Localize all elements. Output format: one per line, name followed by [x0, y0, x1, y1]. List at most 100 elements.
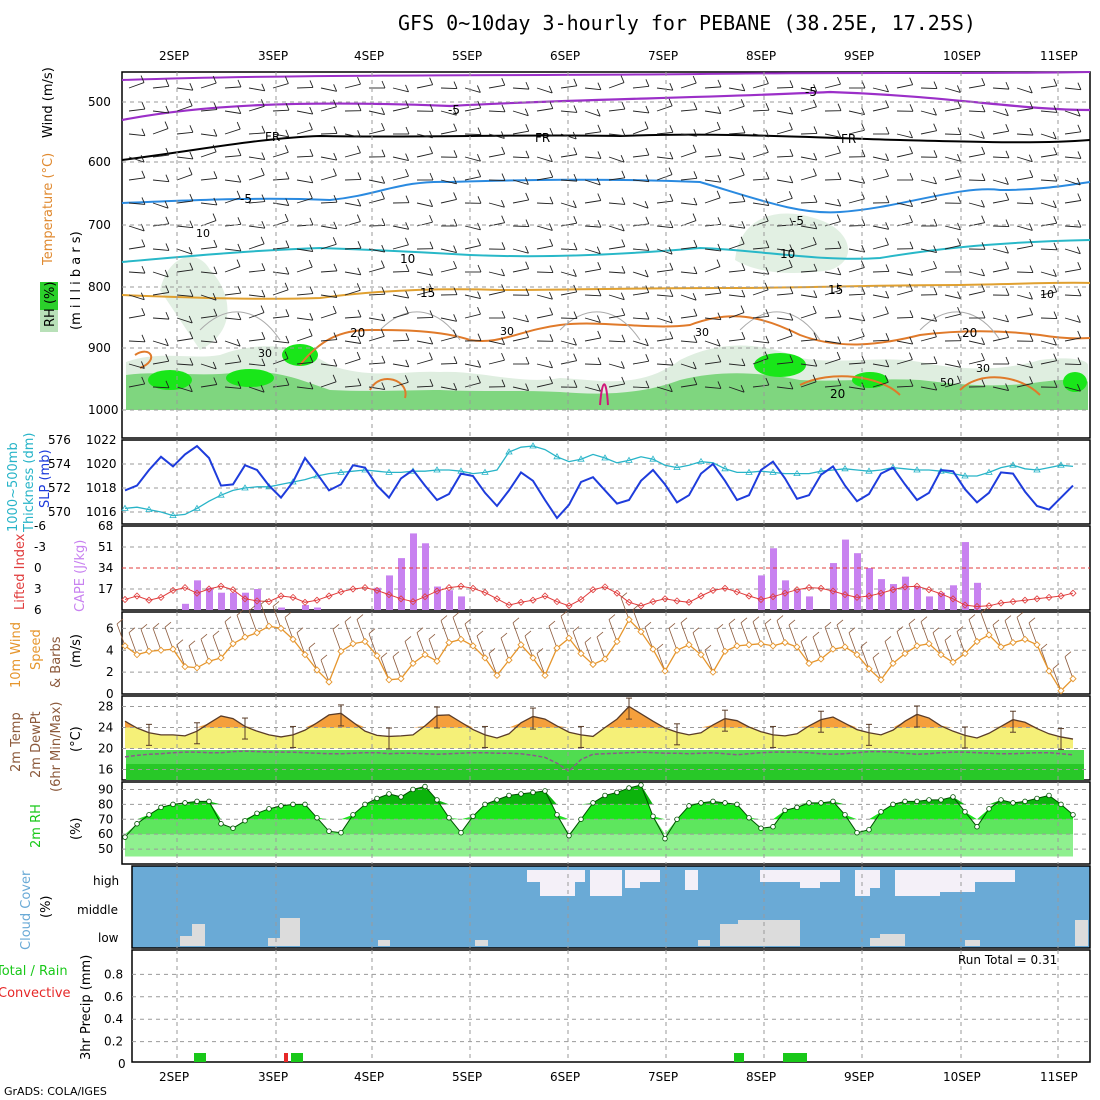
wind10-marker — [229, 640, 237, 648]
wind-barb — [920, 336, 937, 342]
cloud-low-block — [698, 940, 710, 946]
wind-barb — [656, 294, 673, 297]
wind-barb-feather — [885, 332, 890, 341]
wind-barb-feather — [957, 222, 961, 231]
rh2m-marker — [866, 827, 872, 833]
wind-barb — [680, 133, 697, 137]
wind-barb — [704, 361, 721, 365]
temp2m-tick-label: 20 — [98, 742, 113, 756]
wind-barb-feather — [525, 150, 530, 159]
wind-barb-feather — [957, 169, 962, 177]
wind-barb-feather — [717, 175, 722, 183]
wind-barb-feather — [285, 102, 290, 111]
lifted-index-marker — [673, 597, 681, 605]
wind-barb-feather — [140, 361, 145, 369]
cloud-unit-label: (%) — [39, 896, 54, 919]
wind10-marker — [445, 638, 453, 647]
cape-bar — [950, 585, 957, 610]
wind10-marker — [913, 642, 921, 650]
wind-barb — [392, 270, 410, 273]
temp-contour-20 — [134, 315, 1091, 369]
wind-barb-feather — [789, 217, 794, 226]
wind10-marker — [1033, 641, 1041, 649]
wind-barb-feather — [501, 199, 505, 208]
lifted-index-marker — [193, 589, 201, 597]
lifted-index-marker — [577, 595, 585, 604]
wind-barb-feather — [885, 359, 890, 367]
cape-bar — [410, 533, 417, 610]
wind-barb — [272, 83, 289, 89]
wind-barb — [752, 315, 769, 319]
wind-barb-feather — [645, 243, 650, 251]
wind-barb — [560, 248, 578, 251]
rh2m-marker — [674, 816, 680, 822]
wind-barb-feather — [525, 261, 530, 269]
wind-barb — [584, 179, 601, 186]
wind10-marker — [409, 659, 417, 668]
temp-band-low — [126, 764, 1084, 780]
wind-barb-feather — [573, 311, 578, 319]
wind10-marker — [889, 659, 897, 668]
lifted-index-marker — [517, 598, 525, 606]
cape-bar — [962, 542, 969, 610]
wind10-barb — [596, 636, 606, 660]
cape-bar — [938, 592, 945, 610]
lifted-index-marker — [229, 586, 237, 594]
contour-label: 10 — [780, 247, 795, 261]
lifted-index-marker — [145, 596, 153, 604]
rh2m-marker — [290, 801, 296, 808]
wind-barb — [1064, 386, 1081, 392]
wind-barb-feather — [788, 191, 793, 199]
wind-barb — [128, 363, 145, 369]
wind-barb-feather — [765, 309, 770, 317]
thickness-marker — [913, 466, 921, 473]
wind-barb — [440, 130, 457, 135]
wind-barb-feather — [189, 357, 194, 366]
wind-barb — [584, 110, 601, 117]
top-day-label: 8SEP — [746, 49, 776, 63]
wind-barb-feather — [140, 155, 145, 163]
wind-barb-feather — [333, 126, 338, 134]
wind-barb — [200, 246, 217, 250]
wind-barb — [1016, 156, 1033, 163]
rh-contour-label: 30 — [976, 362, 990, 375]
wind-barb — [728, 294, 745, 298]
wind10-barb — [812, 636, 822, 660]
wind-barb-feather — [165, 147, 170, 156]
cape-bar — [458, 596, 465, 610]
wind-barb-feather — [213, 102, 218, 110]
wind-barb-feather — [741, 263, 746, 271]
wind-barb — [416, 84, 433, 89]
wind-barb-feather — [885, 168, 889, 177]
wind-barb-feather — [1029, 196, 1034, 205]
wind10-barb — [968, 619, 978, 642]
lifted-index-marker — [277, 592, 285, 600]
wind-barb — [248, 156, 265, 160]
lifted-index-marker — [925, 586, 933, 594]
wind10-marker — [769, 642, 777, 650]
wind-barb-feather — [333, 332, 338, 340]
wind10-barb-feather — [740, 617, 748, 624]
wind-barb — [608, 246, 625, 250]
wind-barb — [176, 156, 193, 160]
wind-barb — [536, 87, 553, 94]
wind10-barb-feather — [1052, 663, 1060, 670]
wind10-barb-feather — [236, 609, 244, 616]
wind-barb — [872, 225, 889, 230]
wind-barb-feather — [501, 215, 506, 223]
wind-barb — [560, 291, 577, 296]
wind-barb — [1040, 85, 1057, 89]
wind-barb-feather — [668, 384, 673, 392]
wind-barb-feather — [1028, 154, 1033, 162]
wind-barb-feather — [765, 377, 770, 386]
wind-barb — [824, 152, 841, 158]
wind10-barb-feather — [680, 617, 688, 624]
rh2m-marker — [770, 824, 776, 830]
cloud-low-block — [180, 936, 192, 946]
wind-barb-feather — [356, 283, 361, 291]
cloud-low-block — [475, 940, 488, 946]
wind-barb-feather — [813, 221, 818, 229]
wind10-barb-feather — [416, 627, 424, 633]
li-tick-label: -6 — [34, 519, 46, 533]
rh2m-marker — [962, 809, 968, 815]
